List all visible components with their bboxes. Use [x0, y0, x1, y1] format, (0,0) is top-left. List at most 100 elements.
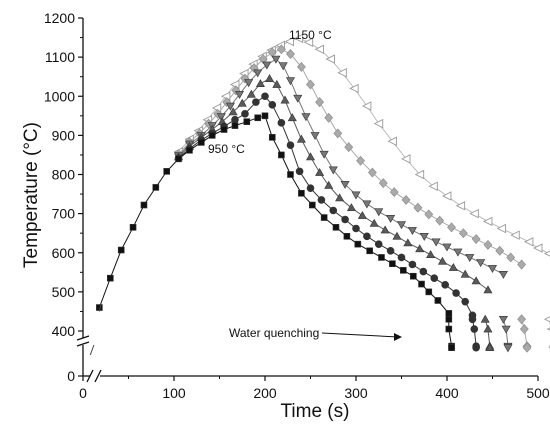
data-point — [286, 141, 295, 149]
data-point — [361, 101, 372, 111]
series-line — [178, 48, 522, 265]
data-point — [437, 256, 447, 265]
data-point — [424, 209, 434, 220]
data-point — [337, 68, 347, 78]
y-tick-label: 600 — [52, 245, 76, 261]
data-point — [296, 61, 306, 72]
data-point — [351, 191, 361, 200]
x-break-mark — [86, 369, 94, 383]
annotation-950: 950 °C — [208, 142, 245, 156]
data-point — [265, 74, 275, 82]
data-point — [441, 281, 449, 289]
data-point — [243, 118, 251, 125]
data-point — [546, 327, 550, 331]
data-point — [445, 325, 453, 333]
data-point — [277, 119, 286, 127]
y-tick-label: 900 — [52, 127, 76, 143]
data-point — [328, 166, 338, 175]
data-point — [483, 239, 493, 250]
x-axis-title: Time (s) — [281, 401, 350, 422]
data-point — [419, 233, 429, 241]
data-point — [445, 310, 453, 317]
data-point — [419, 267, 428, 276]
series-line — [178, 77, 489, 291]
data-point — [471, 234, 481, 245]
series-2 — [174, 74, 495, 352]
initial-segment — [89, 303, 102, 356]
data-point — [324, 180, 334, 189]
data-point — [510, 230, 520, 240]
data-point — [253, 69, 263, 78]
data-point — [472, 343, 480, 352]
shared-heating — [89, 303, 102, 356]
data-point — [298, 189, 305, 197]
series-layer — [89, 33, 550, 356]
labels-layer: Time (s) Temperature (°C) 1150 °C 950 °C… — [21, 28, 349, 422]
data-point — [506, 252, 516, 263]
data-point — [532, 243, 543, 253]
data-point — [280, 95, 290, 104]
data-point — [471, 276, 481, 285]
data-point — [414, 169, 425, 180]
data-point — [261, 92, 269, 101]
data-point — [349, 83, 359, 94]
data-point — [519, 324, 529, 334]
data-point — [501, 325, 511, 334]
data-point — [285, 77, 295, 86]
data-point — [498, 315, 508, 324]
data-point — [482, 216, 493, 227]
series-line — [178, 37, 550, 254]
data-point — [272, 79, 282, 88]
data-point — [356, 155, 365, 166]
data-point — [396, 221, 407, 230]
data-point — [305, 152, 316, 161]
data-point — [410, 272, 417, 280]
data-point — [301, 113, 311, 122]
data-point — [392, 231, 402, 240]
data-point — [278, 62, 288, 71]
data-point — [246, 89, 256, 98]
series-line — [178, 58, 504, 275]
y-axis-title: Temperature (°C) — [21, 122, 42, 268]
data-point — [309, 201, 316, 209]
data-point — [306, 79, 315, 90]
y-tick-label: 1000 — [44, 88, 75, 104]
data-point — [386, 246, 395, 255]
data-point — [324, 112, 334, 123]
data-point — [225, 102, 235, 111]
data-point — [303, 37, 314, 47]
data-point — [374, 208, 384, 217]
data-point — [415, 244, 425, 253]
data-point — [244, 79, 254, 88]
data-point — [341, 215, 349, 224]
data-point — [343, 233, 351, 240]
data-point — [389, 187, 399, 198]
data-point — [452, 289, 460, 297]
data-point — [445, 315, 453, 323]
y-tick-label: 700 — [52, 206, 76, 222]
data-point — [378, 254, 385, 261]
data-point — [237, 98, 247, 107]
series-5 — [173, 33, 550, 349]
data-point — [387, 136, 397, 146]
axes-layer: 0 400 500 600 700 800 900 1000 1100 1200 0 100 200 30… — [44, 10, 550, 401]
data-point — [461, 297, 470, 306]
data-point — [434, 297, 442, 304]
data-point — [152, 184, 160, 191]
data-point — [441, 191, 452, 201]
data-point — [216, 113, 226, 122]
data-point — [460, 269, 470, 278]
data-point — [442, 243, 452, 252]
y-break-mark — [76, 335, 90, 341]
data-point — [352, 224, 360, 233]
data-point — [319, 150, 329, 159]
data-point — [476, 259, 486, 268]
data-point — [435, 215, 445, 226]
data-point — [317, 196, 326, 204]
y-tick-label: 1200 — [44, 10, 75, 26]
data-point — [517, 314, 527, 325]
data-point — [287, 113, 297, 122]
data-point — [373, 118, 384, 129]
x-tick-label: 400 — [435, 385, 459, 401]
data-point — [231, 122, 239, 129]
